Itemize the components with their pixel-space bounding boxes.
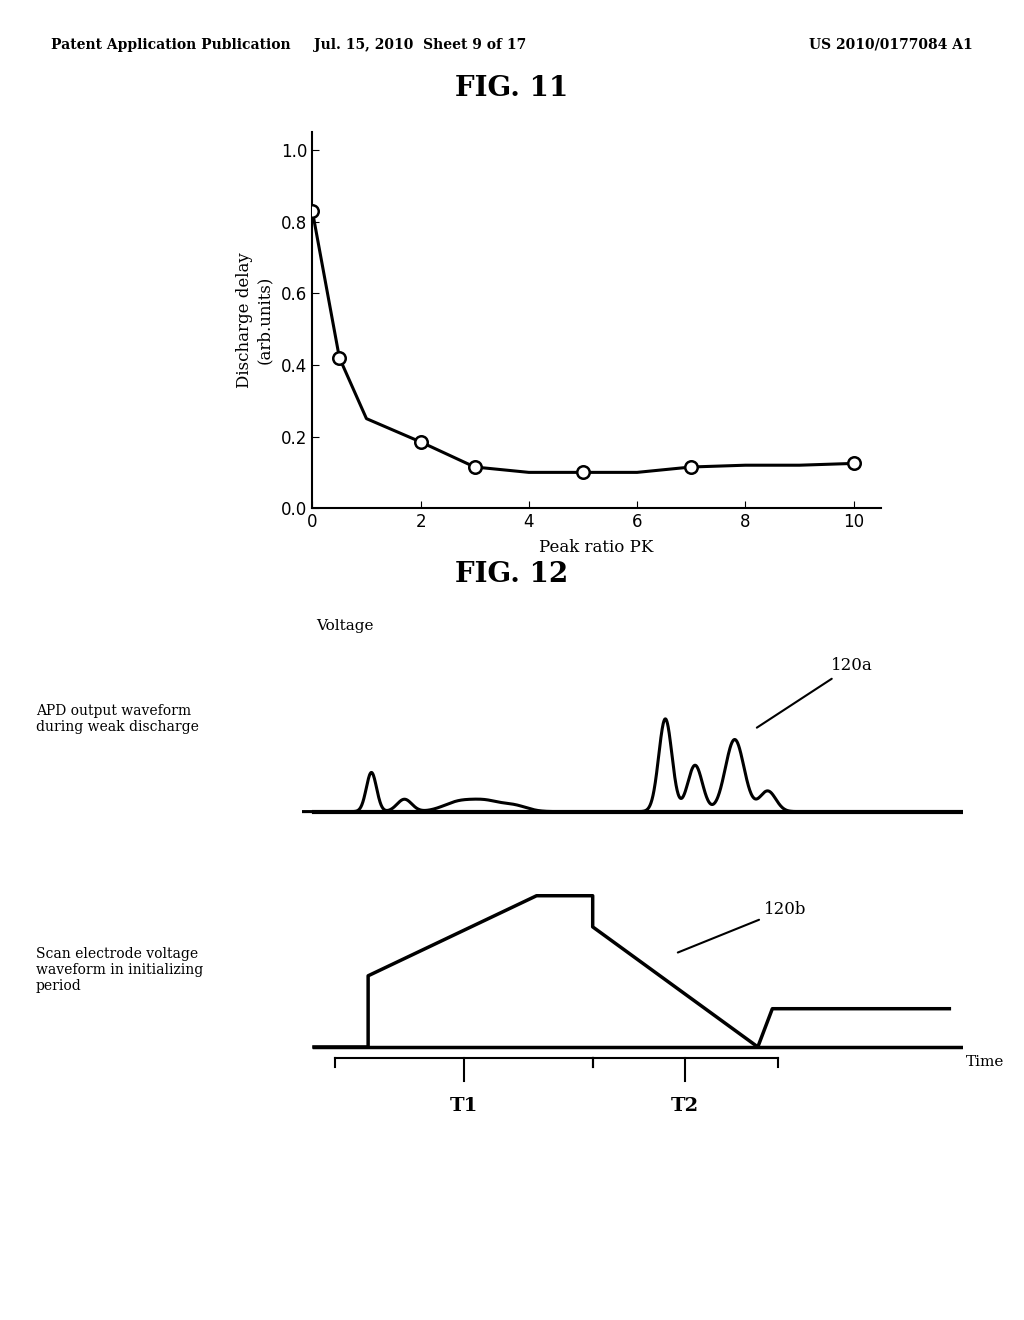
Text: FIG. 12: FIG. 12 — [456, 561, 568, 587]
Text: APD output waveform
during weak discharge: APD output waveform during weak discharg… — [36, 705, 199, 734]
Text: Time: Time — [966, 1055, 1005, 1069]
Text: Jul. 15, 2010  Sheet 9 of 17: Jul. 15, 2010 Sheet 9 of 17 — [313, 38, 526, 51]
Text: T1: T1 — [450, 1097, 478, 1115]
Text: FIG. 11: FIG. 11 — [456, 75, 568, 102]
X-axis label: Peak ratio PK: Peak ratio PK — [540, 540, 653, 557]
Text: US 2010/0177084 A1: US 2010/0177084 A1 — [809, 38, 973, 51]
Y-axis label: Discharge delay
(arb.units): Discharge delay (arb.units) — [237, 252, 272, 388]
Text: Scan electrode voltage
waveform in initializing
period: Scan electrode voltage waveform in initi… — [36, 946, 203, 994]
Text: T2: T2 — [671, 1097, 699, 1115]
Text: Patent Application Publication: Patent Application Publication — [51, 38, 291, 51]
Text: Voltage: Voltage — [316, 619, 374, 634]
Text: 120a: 120a — [757, 657, 872, 727]
Text: 120b: 120b — [678, 900, 807, 953]
